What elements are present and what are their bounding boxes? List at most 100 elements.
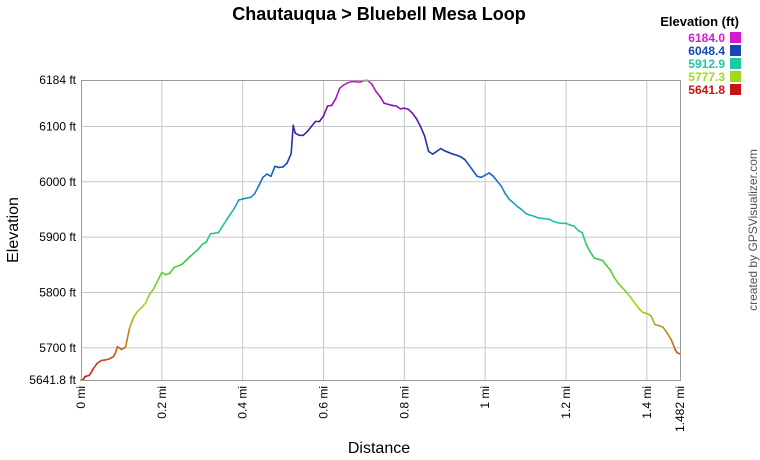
legend-swatch <box>730 32 741 43</box>
profile-segment <box>144 297 149 304</box>
profile-segment <box>225 207 236 221</box>
profile-segment <box>128 316 135 330</box>
profile-segment <box>613 277 620 285</box>
profile-segment <box>670 338 676 351</box>
credit-text: created by GPSVisualizer.com <box>746 149 760 311</box>
profile-segment <box>330 98 337 107</box>
profile-segment <box>253 184 260 195</box>
profile-segment <box>427 150 434 155</box>
x-tick-label: 1 mi <box>478 386 492 409</box>
profile-segment <box>601 259 608 267</box>
profile-segment <box>581 231 588 246</box>
profile-segment <box>318 115 325 123</box>
profile-segment <box>379 95 385 105</box>
profile-segment <box>249 192 256 199</box>
legend: Elevation (ft) 6184.06048.45912.95777.35… <box>660 14 741 97</box>
x-tick-label: 0 mi <box>74 386 88 409</box>
profile-segment <box>169 266 175 274</box>
profile-segment <box>637 307 644 314</box>
profile-segment <box>589 251 596 259</box>
profile-segment <box>488 172 495 178</box>
profile-segment <box>258 176 264 187</box>
profile-segment <box>472 169 478 178</box>
profile-segment <box>132 310 139 319</box>
elevation-profile <box>80 79 681 381</box>
profile-segment <box>136 306 143 313</box>
profile-segment <box>205 233 212 243</box>
profile-segment <box>676 351 681 355</box>
profile-segment <box>116 345 123 351</box>
profile-segment <box>464 158 470 167</box>
legend-title: Elevation (ft) <box>660 14 739 29</box>
profile-segment <box>262 173 268 179</box>
profile-segment <box>411 112 418 120</box>
profile-segment <box>148 287 155 295</box>
legend-value: 5777.3 <box>688 70 725 84</box>
profile-segment <box>286 152 292 164</box>
x-tick-label: 1.2 mi <box>559 386 573 419</box>
profile-segment <box>460 156 466 161</box>
profile-segment <box>621 287 628 294</box>
profile-segment <box>504 193 511 201</box>
profile-segment <box>209 231 220 235</box>
profile-segment <box>609 269 616 279</box>
profile-segment <box>322 105 329 117</box>
profile-segment <box>92 362 98 370</box>
x-tick-label: 0.4 mi <box>236 386 250 419</box>
y-tick-label: 6100 ft <box>39 119 76 133</box>
profile-segment <box>605 264 612 272</box>
profile-segment <box>270 165 276 178</box>
profile-segment <box>423 135 430 153</box>
grid-lines <box>81 80 680 380</box>
profile-segment <box>662 326 668 334</box>
profile-segment <box>96 359 103 365</box>
profile-segment <box>633 302 640 310</box>
profile-segment <box>375 90 381 98</box>
profile-segment <box>371 83 377 93</box>
x-tick-label: 0.6 mi <box>317 386 331 419</box>
legend-value: 6184.0 <box>688 31 725 45</box>
profile-segment <box>629 296 636 304</box>
profile-segment <box>181 255 191 266</box>
profile-segment <box>666 332 672 341</box>
profile-segment <box>573 225 579 232</box>
profile-segment <box>395 105 402 110</box>
chart-title: Chautauqua > Bluebell Mesa Loop <box>232 4 526 24</box>
y-tick-label: 5700 ft <box>39 341 76 355</box>
profile-segment <box>496 180 503 188</box>
profile-segment <box>435 147 442 153</box>
x-axis-label: Distance <box>348 440 410 457</box>
profile-segment <box>338 84 345 90</box>
profile-segment <box>302 130 309 137</box>
y-tick-label: 6184 ft <box>39 73 76 87</box>
profile-segment <box>520 208 527 215</box>
legend-value: 6048.4 <box>688 44 725 58</box>
profile-segment <box>292 124 297 134</box>
profile-segment <box>310 120 317 128</box>
profile-segment <box>282 162 288 168</box>
legend-swatch <box>730 58 741 69</box>
profile-segment <box>367 79 373 86</box>
profile-segment <box>617 282 624 289</box>
plot-frame <box>81 80 681 381</box>
profile-segment <box>407 108 414 114</box>
y-tick-label: 5641.8 ft <box>29 373 76 387</box>
profile-segment <box>290 124 294 155</box>
profile-segment <box>306 125 313 133</box>
x-tick-label: 0.8 mi <box>397 386 411 419</box>
profile-segment <box>431 150 438 155</box>
profile-segment <box>140 302 147 309</box>
legend-swatch <box>730 71 741 82</box>
profile-segment <box>217 219 228 234</box>
profile-segment <box>233 199 240 209</box>
profile-segment <box>468 164 474 172</box>
profile-segment <box>516 205 523 211</box>
x-tick-label: 1.482 mi <box>673 386 687 432</box>
profile-segment <box>585 243 592 253</box>
profile-segment <box>189 248 200 258</box>
profile-segment <box>152 279 159 290</box>
y-tick-label: 5900 ft <box>39 230 76 244</box>
profile-segment <box>512 202 519 208</box>
profile-segment <box>492 175 499 183</box>
